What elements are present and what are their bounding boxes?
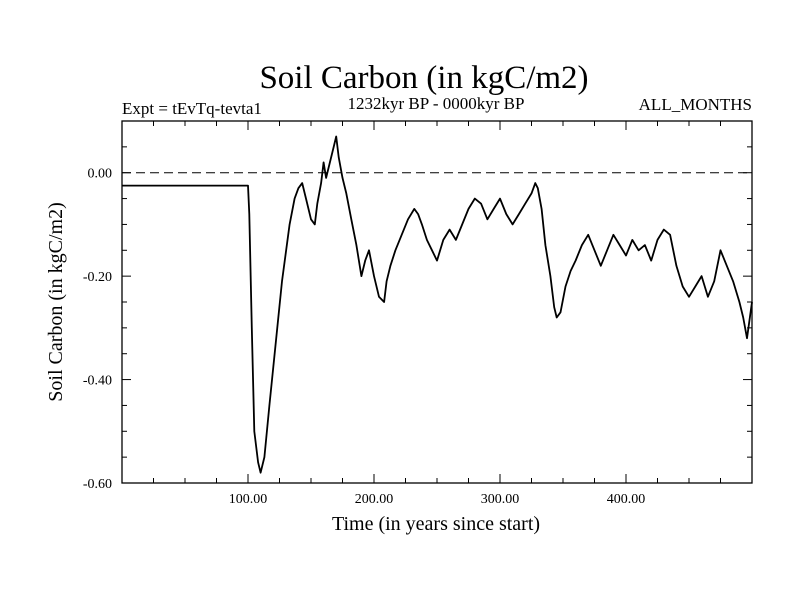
- x-tick-label: 200.00: [355, 492, 394, 507]
- tick-labels: 100.00 200.00 300.00 400.00 0.00 -0.20 -0.40 -0…: [83, 167, 645, 507]
- x-tick-label: 100.00: [229, 492, 268, 507]
- axis-ticks: [122, 120, 752, 483]
- x-axis-label: Time (in years since start): [332, 513, 540, 535]
- experiment-label: Expt = tEvTq-tevta1: [122, 99, 262, 118]
- months-label: ALL_MONTHS: [639, 95, 752, 114]
- y-tick-label: -0.40: [83, 374, 112, 389]
- time-range-label: 1232kyr BP - 0000kyr BP: [348, 94, 525, 113]
- y-tick-label: -0.60: [83, 477, 112, 492]
- chart-title: Soil Carbon (in kgC/m2): [259, 60, 588, 96]
- x-tick-label: 400.00: [607, 492, 646, 507]
- y-axis-label: Soil Carbon (in kgC/m2): [45, 202, 67, 401]
- series-layer: [122, 135, 753, 474]
- plot-frame: [121, 120, 753, 484]
- y-tick-label: 0.00: [88, 167, 113, 182]
- x-tick-label: 300.00: [481, 492, 520, 507]
- y-tick-label: -0.20: [83, 270, 112, 285]
- soil-carbon-series-line: [122, 135, 753, 474]
